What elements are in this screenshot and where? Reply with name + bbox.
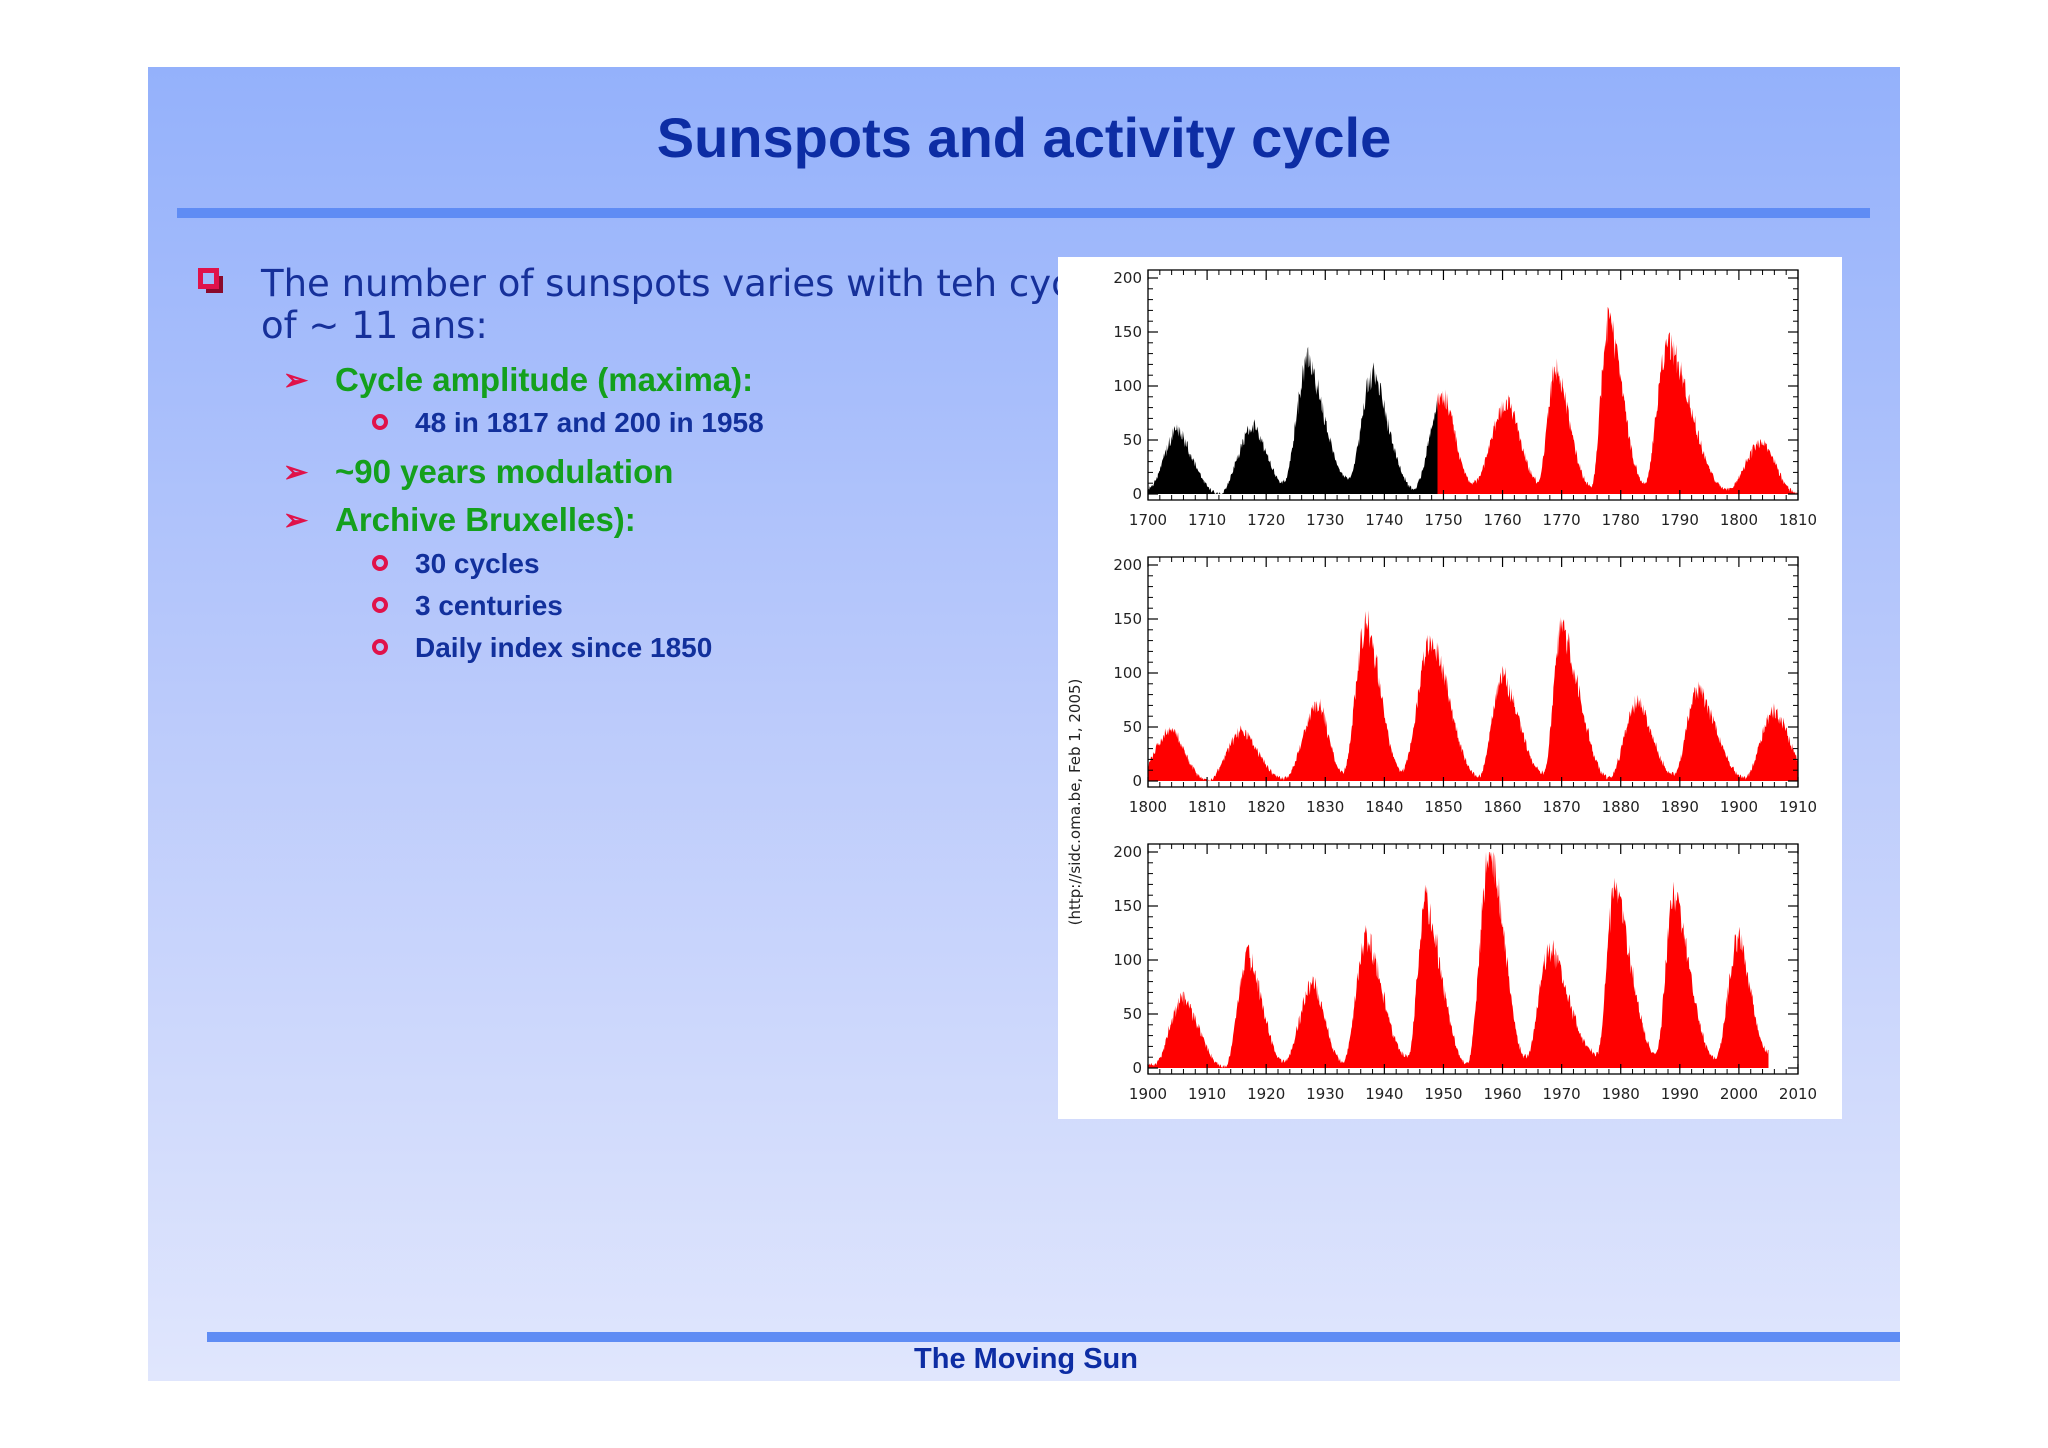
- x-tick-label: 1950: [1424, 1085, 1462, 1103]
- x-tick-label: 1770: [1543, 511, 1581, 529]
- x-tick-label: 1900: [1129, 1085, 1167, 1103]
- x-tick-label: 1740: [1365, 511, 1403, 529]
- y-tick-label: 0: [1132, 772, 1142, 790]
- x-tick-label: 1990: [1661, 1085, 1699, 1103]
- x-tick-label: 1780: [1602, 511, 1640, 529]
- x-tick-label: 2000: [1720, 1085, 1758, 1103]
- ring-bullet-icon: [372, 555, 388, 571]
- title-divider: [177, 208, 1870, 218]
- x-tick-label: 1910: [1188, 1085, 1226, 1103]
- bullet-archive-text: Archive Bruxelles):: [335, 501, 636, 538]
- bullet-archive-item-text: Daily index since 1850: [415, 632, 713, 663]
- bullet-amplitude-detail-text: 48 in 1817 and 200 in 1958: [415, 407, 764, 438]
- x-tick-label: 1840: [1365, 798, 1403, 816]
- y-tick-label: 0: [1132, 485, 1142, 503]
- x-tick-label: 1850: [1424, 798, 1462, 816]
- slide-title: Sunspots and activity cycle: [656, 106, 1392, 169]
- x-tick-label: 1720: [1247, 511, 1285, 529]
- x-tick-label: 1760: [1483, 511, 1521, 529]
- x-tick-label: 1730: [1306, 511, 1344, 529]
- bullet-modulation-text: ~90 years modulation: [335, 453, 674, 490]
- footer-divider: [207, 1332, 1900, 1342]
- arrow-bullet-icon: ➢: [283, 364, 309, 397]
- y-tick-label: 100: [1113, 951, 1142, 969]
- x-tick-label: 1960: [1483, 1085, 1521, 1103]
- x-tick-label: 1930: [1306, 1085, 1344, 1103]
- arrow-bullet-icon: ➢: [283, 456, 309, 489]
- y-tick-label: 50: [1123, 431, 1142, 449]
- chart-3: 0 50 100 150 200 1900 1910 1920 1930 1940 1950 1960…: [1113, 843, 1817, 1103]
- ring-bullet-icon: [372, 414, 388, 430]
- y-tick-label: 150: [1113, 897, 1142, 915]
- arrow-bullet-icon: ➢: [283, 504, 309, 537]
- y-tick-label: 50: [1123, 1005, 1142, 1023]
- square-bullet-icon: [198, 268, 223, 293]
- sunspot-chart-panel: (http://sidc.oma.be, Feb 1, 2005) 0 50 100…: [1058, 257, 1842, 1119]
- sunspot-area-series: [1148, 346, 1438, 494]
- chart-1: 0 50 100 150 200 1700 1710 1720 1730 1740 1750 1760…: [1113, 269, 1817, 529]
- x-tick-label: 1820: [1247, 798, 1285, 816]
- x-tick-label: 1830: [1306, 798, 1344, 816]
- bullet-archive-item-text: 3 centuries: [415, 590, 563, 621]
- x-tick-label: 1920: [1247, 1085, 1285, 1103]
- x-tick-label: 1910: [1779, 798, 1817, 816]
- x-tick-label: 1790: [1661, 511, 1699, 529]
- plot-frame: [1147, 269, 1799, 501]
- sunspot-charts: (http://sidc.oma.be, Feb 1, 2005) 0 50 100…: [1066, 269, 1817, 1103]
- y-tick-label: 200: [1113, 269, 1142, 287]
- slide-footer: The Moving Sun: [914, 1343, 1138, 1375]
- sunspot-area-series: [1148, 610, 1798, 781]
- x-tick-label: 1710: [1188, 511, 1226, 529]
- y-tick-label: 150: [1113, 610, 1142, 628]
- y-tick-label: 0: [1132, 1059, 1142, 1077]
- y-tick-label: 100: [1113, 664, 1142, 682]
- bullet-cycle-amplitude-text: Cycle amplitude (maxima):: [335, 361, 754, 398]
- chart-2: 0 50 100 150 200 1800 1810 1820 1830 1840 1850 1860…: [1113, 556, 1817, 816]
- plot-frame: [1147, 843, 1799, 1075]
- main-bullet-text: The number of sunspots varies with teh c…: [261, 262, 1105, 347]
- x-tick-label: 1750: [1424, 511, 1462, 529]
- x-tick-label: 1900: [1720, 798, 1758, 816]
- sunspot-area-series: [1148, 852, 1769, 1068]
- sunspot-area-series: [1437, 307, 1798, 494]
- bullet-archive-item-text: 30 cycles: [415, 548, 540, 579]
- y-tick-label: 100: [1113, 377, 1142, 395]
- ring-bullet-icon: [372, 639, 388, 655]
- ring-bullet-icon: [372, 597, 388, 613]
- x-tick-label: 1700: [1129, 511, 1167, 529]
- x-tick-label: 1800: [1720, 511, 1758, 529]
- y-tick-label: 200: [1113, 556, 1142, 574]
- x-tick-label: 1870: [1543, 798, 1581, 816]
- y-tick-label: 150: [1113, 323, 1142, 341]
- x-tick-label: 1810: [1779, 511, 1817, 529]
- plot-frame: [1147, 556, 1799, 788]
- x-tick-label: 1800: [1129, 798, 1167, 816]
- x-tick-label: 1940: [1365, 1085, 1403, 1103]
- y-tick-label: 50: [1123, 718, 1142, 736]
- x-tick-label: 2010: [1779, 1085, 1817, 1103]
- y-tick-label: 200: [1113, 843, 1142, 861]
- chart-source-label: (http://sidc.oma.be, Feb 1, 2005): [1066, 679, 1084, 926]
- x-tick-label: 1860: [1483, 798, 1521, 816]
- x-tick-label: 1890: [1661, 798, 1699, 816]
- x-tick-label: 1810: [1188, 798, 1226, 816]
- x-tick-label: 1970: [1543, 1085, 1581, 1103]
- x-tick-label: 1980: [1602, 1085, 1640, 1103]
- x-tick-label: 1880: [1602, 798, 1640, 816]
